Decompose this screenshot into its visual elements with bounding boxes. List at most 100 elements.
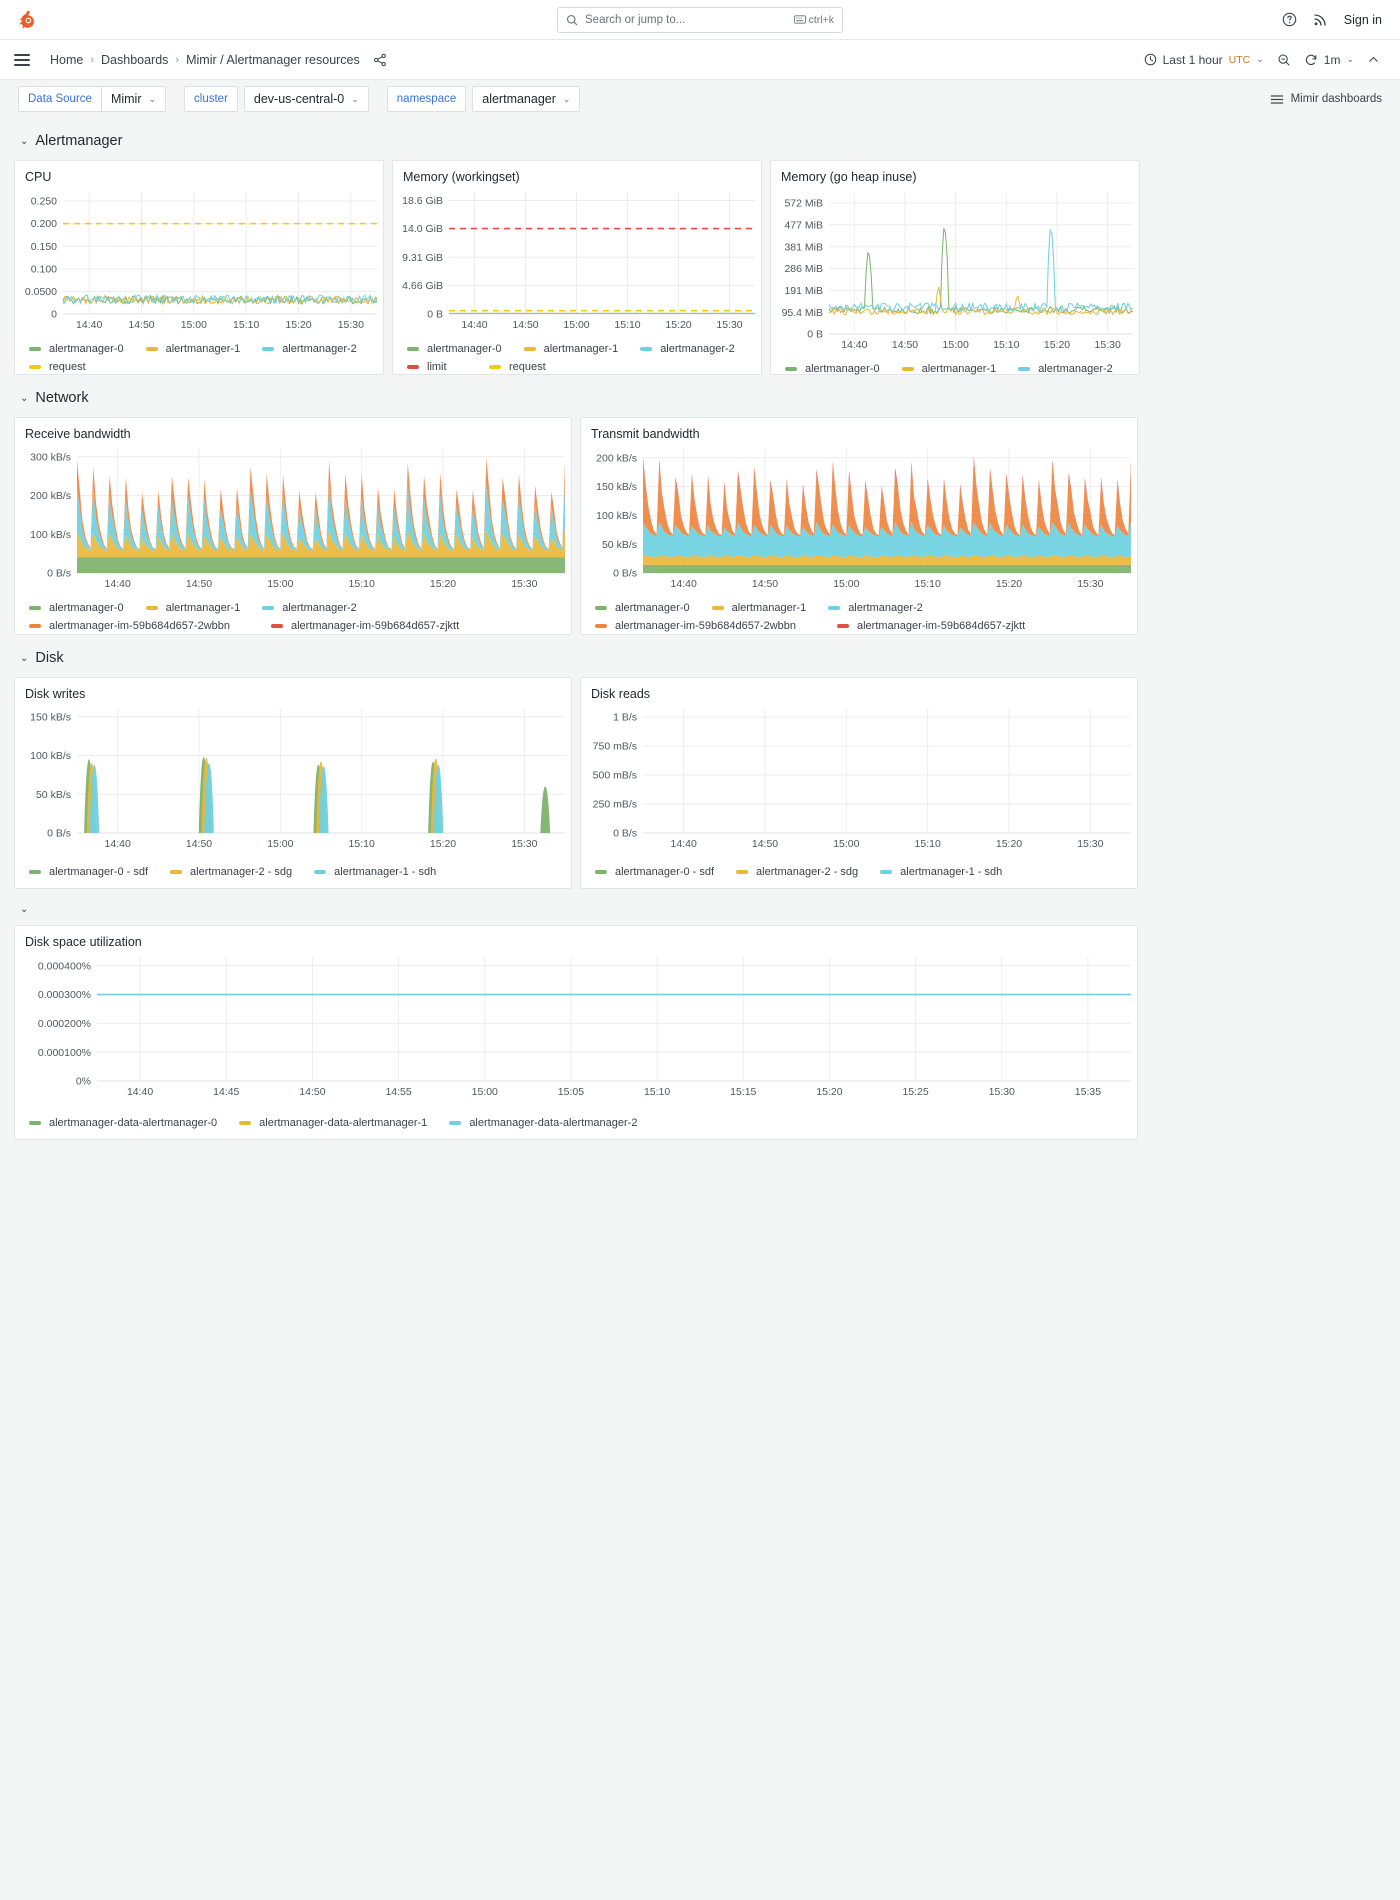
panel-disk-space-utilization: Disk space utilization 0.000400% 0.000300… <box>14 925 1138 1140</box>
legend-item: alertmanager-0 <box>595 602 690 614</box>
svg-text:15:00: 15:00 <box>943 339 969 351</box>
rss-icon[interactable] <box>1313 12 1328 27</box>
svg-text:15:30: 15:30 <box>989 1086 1015 1098</box>
legend-label[interactable]: alertmanager-0 <box>49 343 124 355</box>
legend-label[interactable]: alertmanager-1 <box>543 343 619 355</box>
help-circle-icon[interactable] <box>1282 12 1297 27</box>
legend-swatch <box>449 1121 462 1125</box>
legend-label[interactable]: alertmanager-0 - sdf <box>49 866 149 878</box>
legend-label[interactable]: alertmanager-data-alertmanager-1 <box>259 1117 428 1129</box>
cpu-plot[interactable]: 0.250 0.200 0.150 0.100 0.0500 0 14:40 14:50 15:… <box>15 186 383 336</box>
disk-reads-plot[interactable]: 1 B/s 750 mB/s 500 mB/s 250 mB/s 0 B/s 14:40 1… <box>581 703 1137 859</box>
legend-label[interactable]: limit <box>427 361 447 373</box>
legend-item: alertmanager-1 - sdh <box>880 866 1002 878</box>
legend-label[interactable]: alertmanager-2 - sdg <box>756 866 859 878</box>
legend-label[interactable]: alertmanager-2 <box>848 602 923 614</box>
legend-label[interactable]: alertmanager-2 <box>282 602 357 614</box>
transmit-bandwidth-plot[interactable]: 200 kB/s 150 kB/s 100 kB/s 50 kB/s 0 B/s 14:4… <box>581 443 1137 595</box>
refresh-picker[interactable]: 1m ⌄ <box>1304 53 1354 67</box>
legend-item: alertmanager-data-alertmanager-2 <box>449 1117 637 1129</box>
row-header-disk[interactable]: ⌄ Disk <box>20 643 1386 673</box>
legend-swatch <box>1018 367 1031 371</box>
memory-go-heap-plot[interactable]: 572 MiB 477 MiB 381 MiB 286 MiB 191 MiB 95.4 … <box>771 186 1139 356</box>
legend-item: alertmanager-1 <box>523 343 619 355</box>
svg-text:15:30: 15:30 <box>511 838 537 850</box>
search-input[interactable]: Search or jump to... ctrl+k <box>557 6 843 33</box>
legend-item: alertmanager-im-59b684d657-zjktt <box>271 620 459 632</box>
zoom-out-icon[interactable] <box>1277 53 1291 67</box>
legend-label[interactable]: alertmanager-0 - sdf <box>615 866 715 878</box>
breadcrumb-item-home[interactable]: Home <box>50 52 84 67</box>
svg-text:15:00: 15:00 <box>563 319 589 331</box>
svg-text:15:20: 15:20 <box>996 838 1022 850</box>
legend-label[interactable]: alertmanager-data-alertmanager-0 <box>49 1117 218 1129</box>
dashboard-links[interactable]: Mimir dashboards <box>1270 93 1382 105</box>
variable-datasource-select[interactable]: Mimir ⌄ <box>101 86 167 112</box>
legend-label[interactable]: alertmanager-2 <box>1038 363 1113 375</box>
legend-label[interactable]: alertmanager-2 - sdg <box>190 866 293 878</box>
legend-label[interactable]: alertmanager-0 <box>427 343 502 355</box>
legend-swatch <box>595 606 607 610</box>
legend-label[interactable]: alertmanager-0 <box>615 602 690 614</box>
legend-label[interactable]: alertmanager-0 <box>805 363 880 375</box>
search-icon <box>566 14 578 26</box>
svg-text:15:20: 15:20 <box>665 319 691 331</box>
svg-text:15:10: 15:10 <box>614 319 640 331</box>
legend-swatch <box>29 624 41 628</box>
svg-text:0: 0 <box>51 309 57 321</box>
variable-cluster-select[interactable]: dev-us-central-0 ⌄ <box>243 86 369 112</box>
legend-swatch <box>736 870 749 874</box>
svg-text:50 kB/s: 50 kB/s <box>36 789 71 801</box>
row-header-unnamed[interactable]: ⌄ <box>20 897 1386 921</box>
legend-label[interactable]: alertmanager-im-59b684d657-zjktt <box>291 620 460 632</box>
variable-namespace-label: namespace <box>386 86 467 112</box>
template-variables-bar: Data Source Mimir ⌄ cluster dev-us-centr… <box>0 80 1400 118</box>
legend-swatch <box>29 365 41 369</box>
variable-cluster-label: cluster <box>184 86 238 112</box>
legend-item: alertmanager-data-alertmanager-1 <box>239 1117 427 1129</box>
legend-label[interactable]: alertmanager-1 <box>731 602 807 614</box>
svg-text:15:05: 15:05 <box>558 1086 584 1098</box>
legend-label[interactable]: alertmanager-2 <box>282 343 357 355</box>
sign-in-button[interactable]: Sign in <box>1343 12 1382 27</box>
disk-writes-plot[interactable]: 150 kB/s 100 kB/s 50 kB/s 0 B/s 14:40 14:50 15… <box>15 703 571 859</box>
legend-label[interactable]: alertmanager-im-59b684d657-2wbbn <box>49 620 231 632</box>
hamburger-menu-icon[interactable] <box>14 53 30 66</box>
row-header-network[interactable]: ⌄ Network <box>20 383 1386 413</box>
memory-workingset-plot[interactable]: 18.6 GiB 14.0 GiB 9.31 GiB 4.66 GiB 0 B 14:40… <box>393 186 761 336</box>
legend-label[interactable]: alertmanager-im-59b684d657-zjktt <box>857 620 1026 632</box>
legend-label[interactable]: alertmanager-1 <box>165 602 241 614</box>
svg-text:0%: 0% <box>76 1076 91 1088</box>
legend-label[interactable]: request <box>509 361 546 373</box>
breadcrumb-item-dashboards[interactable]: Dashboards <box>101 52 169 67</box>
legend-swatch <box>489 365 501 369</box>
breadcrumb-item-current[interactable]: Mimir / Alertmanager resources <box>186 52 360 67</box>
legend-label[interactable]: alertmanager-im-59b684d657-2wbbn <box>615 620 797 632</box>
svg-text:15:15: 15:15 <box>730 1086 756 1098</box>
chevron-up-icon[interactable] <box>1367 53 1380 66</box>
legend-label[interactable]: alertmanager-1 <box>165 343 241 355</box>
variable-namespace-select[interactable]: alertmanager ⌄ <box>472 86 581 112</box>
legend-label[interactable]: alertmanager-0 <box>49 602 124 614</box>
legend-label[interactable]: request <box>49 361 86 373</box>
refresh-icon[interactable] <box>1304 53 1318 67</box>
svg-text:15:10: 15:10 <box>993 339 1019 351</box>
time-range-picker[interactable]: Last 1 hour UTC ⌄ <box>1144 53 1264 67</box>
svg-text:95.4 MiB: 95.4 MiB <box>782 307 823 319</box>
disk-space-utilization-plot[interactable]: 0.000400% 0.000300% 0.000200% 0.000100% 0% 14… <box>15 951 1137 1110</box>
svg-text:14:40: 14:40 <box>127 1086 153 1098</box>
share-icon[interactable] <box>373 53 387 67</box>
dashboard-controls: Last 1 hour UTC ⌄ 1m ⌄ <box>1144 53 1386 67</box>
legend-label[interactable]: alertmanager-1 <box>921 363 997 375</box>
clock-icon <box>1144 53 1157 66</box>
legend-label[interactable]: alertmanager-1 - sdh <box>900 866 1003 878</box>
legend-label[interactable]: alertmanager-2 <box>660 343 735 355</box>
receive-bandwidth-plot[interactable]: 300 kB/s 200 kB/s 100 kB/s 0 B/s 14:40 14:50 1… <box>15 443 571 595</box>
legend-item: alertmanager-2 <box>262 602 357 614</box>
panel-disk-reads: Disk reads 1 B/s 750 mB/s 500 mB/s 250 mB/s… <box>580 677 1138 889</box>
legend-label[interactable]: alertmanager-1 - sdh <box>334 866 437 878</box>
row-alertmanager-panels: CPU 0.250 0.200 0.150 0.100 0.0500 0 14:40 14:5… <box>14 160 1386 375</box>
row-header-alertmanager[interactable]: ⌄ Alertmanager <box>20 126 1386 156</box>
legend-label[interactable]: alertmanager-data-alertmanager-2 <box>469 1117 638 1129</box>
grafana-logo-icon[interactable] <box>0 9 56 31</box>
